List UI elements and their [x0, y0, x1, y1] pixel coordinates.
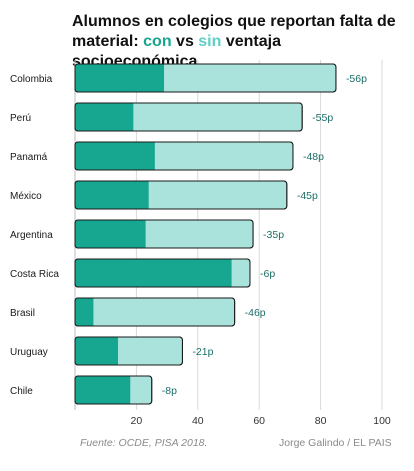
- difference-label: -35p: [263, 229, 284, 241]
- bar-outline: [74, 180, 288, 210]
- category-label: Argentina: [10, 230, 53, 241]
- difference-label: -56p: [346, 73, 367, 85]
- bar-con: [75, 64, 165, 92]
- category-label: Chile: [10, 386, 33, 397]
- category-label: Panamá: [10, 152, 48, 163]
- category-label: Brasil: [10, 308, 35, 319]
- bar-outline: [74, 102, 303, 132]
- source-note: Fuente: OCDE, PISA 2018.: [80, 437, 208, 449]
- bar-sin: [74, 297, 236, 327]
- x-tick-label: 20: [131, 415, 143, 427]
- bar-con: [75, 181, 149, 209]
- bar-con: [75, 298, 94, 326]
- category-label: México: [10, 191, 42, 202]
- difference-label: -45p: [297, 190, 318, 202]
- category-label: Colombia: [10, 74, 53, 85]
- category-label: Costa Rica: [10, 269, 59, 280]
- difference-label: -21p: [192, 346, 213, 358]
- bar-outline: [74, 219, 254, 249]
- title-prefix: material:: [72, 33, 144, 50]
- difference-label: -8p: [162, 385, 177, 397]
- bar-outline: [74, 63, 337, 93]
- bar-outline: [74, 375, 153, 405]
- bar-con: [75, 376, 131, 404]
- bar-outline: [74, 258, 251, 288]
- bar-outline: [74, 141, 294, 171]
- x-tick-label: 60: [253, 415, 265, 427]
- bar-con: [75, 259, 232, 287]
- difference-label: -6p: [260, 268, 275, 280]
- bar-con: [75, 142, 155, 170]
- bar-outline: [74, 336, 183, 366]
- bar-con: [75, 337, 118, 365]
- difference-label: -55p: [312, 112, 333, 124]
- title-sin-keyword: sin: [198, 33, 222, 50]
- bar-outline: [74, 297, 236, 327]
- x-tick-label: 80: [315, 415, 327, 427]
- author-credit: Jorge Galindo / EL PAIS: [279, 437, 392, 449]
- title-con-keyword: con: [143, 33, 172, 50]
- category-label: Uruguay: [10, 347, 48, 358]
- category-label: Perú: [10, 113, 31, 124]
- title-line-1: Alumnos en colegios que reportan falta d…: [72, 13, 396, 30]
- bar-con: [75, 103, 134, 131]
- difference-label: -46p: [245, 307, 266, 319]
- title-vs: vs: [171, 33, 199, 50]
- x-tick-label: 100: [373, 415, 391, 427]
- bar-con: [75, 220, 146, 248]
- difference-label: -48p: [303, 151, 324, 163]
- x-tick-label: 40: [192, 415, 204, 427]
